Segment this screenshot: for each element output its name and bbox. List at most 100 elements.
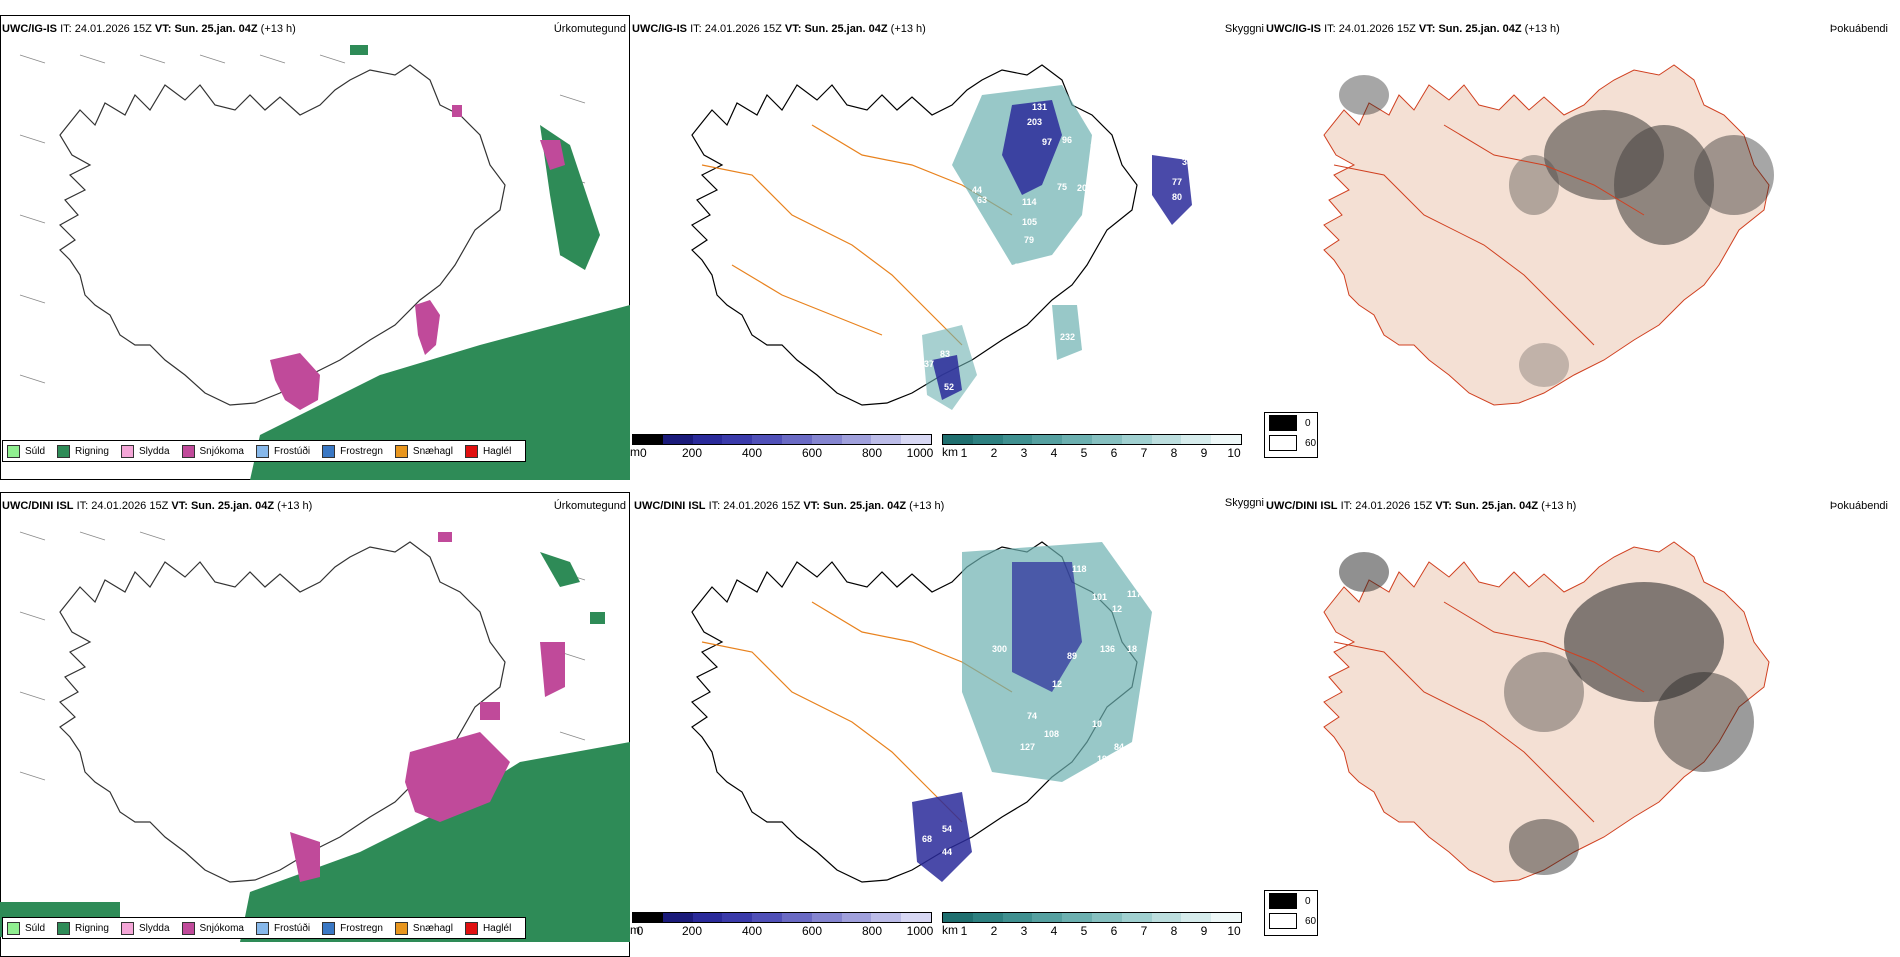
precip-map-bottom — [0, 531, 630, 942]
ceiling-value: 136 — [1100, 644, 1115, 654]
precip-type-title: Úrkomutegund — [553, 500, 626, 512]
fog-map-bottom — [1323, 541, 1770, 883]
ceiling-value: 101 — [1092, 592, 1107, 602]
ceiling-value: 99 — [952, 724, 962, 734]
ceiling-value: 96 — [1062, 135, 1072, 145]
it-value: 24.01.2026 15Z — [74, 23, 152, 35]
ceiling-value: 223 — [1062, 786, 1077, 796]
ceiling-value: 82 — [960, 239, 970, 249]
ceiling-value: 83 — [940, 349, 950, 359]
ceiling-value: 75 — [1057, 182, 1067, 192]
ceiling-value-labels: 131 97 203 96 10 117 44 63 114 75 202 21… — [924, 102, 1217, 392]
ceiling-value: 300 — [992, 644, 1007, 654]
snow-area — [270, 105, 565, 410]
ceiling-value: 203 — [1027, 117, 1042, 127]
ceiling-value: 114 — [1022, 197, 1037, 207]
ceiling-value: 52 — [944, 382, 954, 392]
ceiling-value: 80 — [1172, 192, 1182, 202]
ceiling-value: 194 — [1097, 754, 1112, 764]
ceiling-value: 79 — [1024, 235, 1034, 245]
fog-shading — [1339, 75, 1774, 387]
ceiling-map-bottom: 118 101 117 12 14 136 18 210 89 300 12 9… — [691, 541, 1187, 883]
snow-area — [290, 532, 565, 882]
ceiling-value-labels: 118 101 117 12 14 136 18 210 89 300 12 9… — [922, 564, 1187, 857]
panel-header: UWC/DINI ISL IT: 24.01.2026 15Z VT: Sun.… — [1266, 500, 1577, 512]
panel-header: UWC/IG-IS IT: 24.01.2026 15Z VT: Sun. 25… — [1266, 23, 1560, 35]
visibility-unit: km — [942, 445, 958, 459]
ceiling-value: 68 — [922, 834, 932, 844]
lead-time: (+13 h) — [260, 23, 296, 35]
roads — [1333, 601, 1645, 823]
ceiling-shading — [922, 85, 1192, 410]
model-name: UWC/IG-IS — [1266, 23, 1321, 35]
ceiling-value: 10 — [1090, 142, 1100, 152]
ceiling-value: 12 — [1052, 679, 1062, 689]
ceiling-panel-top: 131 97 203 96 10 117 44 63 114 75 202 21… — [632, 15, 1264, 480]
legend-item-frostregn: Frostregn — [322, 444, 383, 458]
visibility-title: Skyggni — [1224, 23, 1264, 35]
legend-item-snjokoma: Snjókoma — [181, 444, 244, 458]
fog-legend-top: 0 60 — [1264, 412, 1318, 458]
ceiling-value: 44 — [942, 847, 952, 857]
ceiling-value: 63 — [977, 195, 987, 205]
panel-header: UWC/DINI ISL IT: 24.01.2026 15Z VT: Sun.… — [634, 500, 945, 512]
ceiling-map-top: 131 97 203 96 10 117 44 63 114 75 202 21… — [691, 64, 1217, 410]
ceiling-value: 84 — [1114, 742, 1124, 752]
ceiling-value: 12 — [1112, 604, 1122, 614]
ceiling-value: 106 — [1142, 732, 1157, 742]
ceiling-value: 89 — [1067, 651, 1077, 661]
ceiling-value: 21 — [1100, 187, 1110, 197]
ceiling-colorbar — [632, 434, 932, 445]
legend-item-hagel: Haglél — [464, 444, 511, 458]
ceiling-value: 13 — [1112, 259, 1122, 269]
ceiling-value: 117 — [1202, 179, 1217, 189]
ceiling-value: 10 — [1092, 719, 1102, 729]
legend-item-frostudi: Frostúði — [255, 444, 310, 458]
ceiling-colorbar-bottom: 0 200 400 600 800 1000 m — [630, 912, 933, 938]
ceiling-value: 37 — [924, 359, 934, 369]
ceiling-value: 29 — [1014, 262, 1024, 272]
ceiling-value: 108 — [1044, 729, 1059, 739]
ceiling-panel-bottom: 118 101 117 12 14 136 18 210 89 300 12 9… — [632, 492, 1264, 912]
ceiling-value: 252 — [1092, 769, 1107, 779]
fog-legend-bottom: 0 60 — [1264, 890, 1318, 936]
fog-panel-top: UWC/IG-IS IT: 24.01.2026 15Z VT: Sun. 25… — [632, 15, 1894, 480]
legend-item-snaehagl: Snæhagl — [394, 444, 453, 458]
vt-value: Sun. 25.jan. 04Z — [174, 23, 258, 35]
it-label: IT: — [60, 23, 72, 35]
ceiling-unit: m — [630, 445, 640, 459]
panel-header: UWC/DINI ISL IT: 24.01.2026 15Z VT: Sun.… — [2, 500, 313, 512]
visibility-colorbar — [942, 434, 1242, 445]
ceiling-value: 44 — [972, 185, 982, 195]
visibility-colorbar-top: 1 2 3 4 5 6 7 8 9 10 km — [942, 434, 1242, 460]
fog-shading — [1339, 552, 1754, 875]
ceiling-value: 14 — [1152, 612, 1162, 622]
model-name: UWC/DINI ISL — [2, 500, 74, 512]
precip-map-top — [19, 45, 630, 480]
legend-item-sudl: Súld — [7, 444, 45, 458]
precip-type-title: Úrkomutegund — [553, 23, 626, 35]
ceiling-value: 33 — [1182, 157, 1192, 167]
ceiling-value: 131 — [1032, 102, 1047, 112]
visibility-colorbar-bottom: 1 2 3 4 5 6 7 8 9 10 km — [942, 912, 1242, 938]
ceiling-value: 210 — [1172, 659, 1187, 669]
ceiling-value: 97 — [1042, 137, 1052, 147]
ceiling-value: 232 — [1060, 332, 1075, 342]
precip-legend: Súld Rigning Slydda Snjókoma Frostúði Fr… — [2, 440, 527, 462]
roads — [1333, 124, 1645, 346]
fog-panel-bottom: UWC/DINI ISL IT: 24.01.2026 15Z VT: Sun.… — [1264, 492, 1894, 912]
precip-panel-bottom: UWC/DINI ISL IT: 24.01.2026 15Z VT: Sun.… — [0, 492, 630, 957]
ceiling-value: 77 — [1172, 177, 1182, 187]
panel-header: UWC/IG-IS IT: 24.01.2026 15Z VT: Sun. 25… — [2, 23, 296, 35]
ceiling-colorbar-top: 0 200 400 600 800 1000 m — [630, 434, 933, 460]
fog-title: Þokuábendi — [1829, 23, 1888, 35]
fog-title: Þokuábendi — [1829, 500, 1888, 512]
model-name: UWC/IG-IS — [2, 23, 57, 35]
ceiling-value: 117 — [1127, 589, 1142, 599]
visibility-title: Skyggni — [1224, 497, 1264, 509]
ceiling-value: 202 — [1077, 183, 1092, 193]
fog-map-top — [1323, 64, 1774, 406]
ceiling-value: 54 — [942, 824, 952, 834]
ceiling-shading — [912, 542, 1152, 882]
vt-label: VT: — [154, 23, 172, 35]
